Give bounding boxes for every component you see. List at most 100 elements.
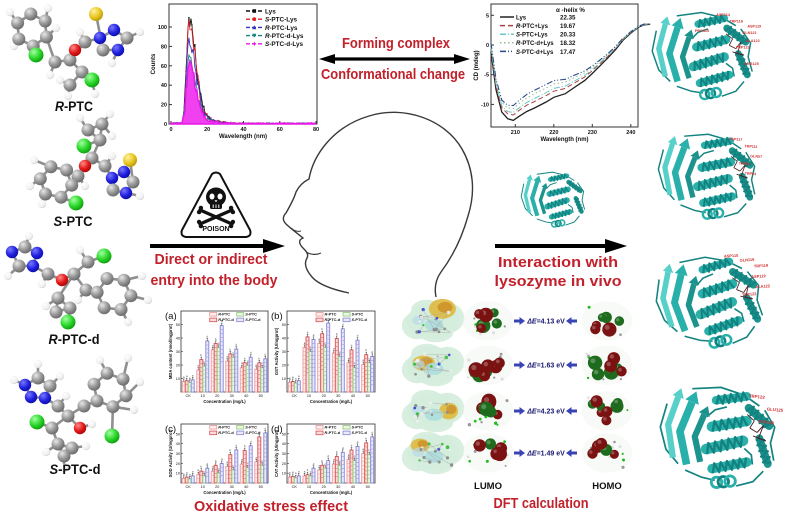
svg-text:a: a	[298, 374, 300, 378]
svg-text:b: b	[336, 332, 338, 336]
svg-text:ARG125: ARG125	[744, 62, 759, 66]
svg-text:20: 20	[322, 485, 326, 489]
svg-text:Lys: Lys	[516, 15, 527, 21]
svg-text:a: a	[289, 376, 291, 380]
svg-text:20: 20	[176, 364, 180, 368]
svg-text:b: b	[307, 330, 309, 334]
svg-text:a: a	[298, 469, 300, 473]
svg-text:c: c	[261, 361, 263, 365]
svg-text:50: 50	[282, 432, 286, 436]
svg-text:b: b	[215, 459, 217, 463]
svg-text:a: a	[295, 471, 297, 475]
svg-text:ALA122: ALA122	[755, 283, 771, 289]
svg-text:b: b	[336, 450, 338, 454]
svg-text:TRP123: TRP123	[742, 291, 758, 297]
svg-text:S-PTC: S-PTC	[352, 312, 364, 317]
svg-text:d: d	[264, 426, 266, 430]
svg-text:CAT Activity (U/mgprot): CAT Activity (U/mgprot)	[274, 429, 279, 477]
svg-text:5: 5	[486, 13, 489, 19]
svg-text:40: 40	[244, 485, 248, 489]
svg-text:10: 10	[176, 377, 180, 381]
svg-text:R-PTC-Lys: R-PTC-Lys	[265, 25, 298, 32]
svg-text:-10: -10	[481, 102, 489, 108]
svg-text:c: c	[247, 359, 249, 363]
svg-text:LUMO: LUMO	[474, 481, 502, 492]
svg-text:a: a	[292, 470, 294, 474]
svg-text:c: c	[203, 469, 205, 473]
svg-text:b: b	[365, 436, 367, 440]
svg-text:b: b	[351, 444, 353, 448]
svg-text:20: 20	[176, 462, 180, 466]
svg-text:MDA content (nmol/mgprot): MDA content (nmol/mgprot)	[168, 323, 173, 379]
svg-text:a: a	[362, 358, 364, 362]
svg-text:d: d	[206, 462, 208, 466]
svg-text:Conformational change: Conformational change	[321, 66, 465, 83]
svg-text:d: d	[342, 446, 344, 450]
svg-text:S-PTC-d: S-PTC-d	[245, 317, 261, 322]
svg-text:c: c	[339, 350, 341, 354]
svg-text:R-PTC: R-PTC	[55, 99, 93, 114]
svg-text:Lys: Lys	[265, 8, 276, 15]
svg-text:c: c	[324, 462, 326, 466]
svg-text:(b): (b)	[271, 311, 283, 322]
svg-text:30: 30	[230, 485, 234, 489]
svg-text:CK: CK	[186, 394, 192, 398]
svg-text:ΔE=1.49 eV: ΔE=1.49 eV	[526, 451, 565, 458]
svg-text:a: a	[189, 472, 191, 476]
svg-text:c: c	[368, 448, 370, 452]
svg-text:c: c	[218, 341, 220, 345]
svg-text:TRP122: TRP122	[749, 393, 766, 399]
svg-text:ASP115: ASP115	[724, 253, 740, 259]
svg-text:a: a	[192, 373, 194, 377]
svg-text:b: b	[258, 431, 260, 435]
svg-text:d: d	[342, 322, 344, 326]
svg-text:Wavelength (nm): Wavelength (nm)	[540, 137, 588, 143]
svg-text:a: a	[192, 469, 194, 473]
svg-text:19.67: 19.67	[560, 23, 576, 30]
svg-text:Concentration (mg/L): Concentration (mg/L)	[310, 399, 353, 404]
svg-text:R-PTC-d: R-PTC-d	[218, 430, 234, 435]
svg-text:ΔE=4.13 eV: ΔE=4.13 eV	[526, 319, 565, 326]
svg-text:20: 20	[204, 127, 210, 133]
svg-text:30: 30	[282, 452, 286, 456]
svg-text:0: 0	[486, 43, 489, 49]
svg-text:a: a	[197, 468, 199, 472]
svg-text:d: d	[357, 440, 359, 444]
svg-text:a: a	[333, 458, 335, 462]
svg-text:R-PTC-d: R-PTC-d	[218, 317, 234, 322]
svg-text:b: b	[258, 356, 260, 360]
svg-text:40: 40	[176, 442, 180, 446]
svg-text:17.47: 17.47	[560, 49, 576, 56]
svg-text:a: a	[183, 375, 185, 379]
svg-text:100: 100	[158, 25, 167, 31]
svg-text:a: a	[183, 472, 185, 476]
svg-text:10: 10	[176, 472, 180, 476]
svg-text:30: 30	[230, 394, 234, 398]
svg-text:b: b	[200, 465, 202, 469]
svg-text:20: 20	[322, 394, 326, 398]
svg-text:d: d	[235, 444, 237, 448]
svg-text:50: 50	[366, 485, 370, 489]
svg-text:TRP118: TRP118	[729, 19, 743, 23]
svg-text:210: 210	[511, 130, 520, 136]
svg-text:entry into the body: entry into the body	[151, 272, 279, 289]
svg-text:220: 220	[549, 130, 558, 136]
svg-text:0: 0	[169, 127, 172, 133]
svg-text:(c): (c)	[165, 424, 176, 435]
svg-text:c: c	[203, 360, 205, 364]
svg-text:lysozyme in vivo: lysozyme in vivo	[495, 273, 622, 290]
svg-text:40: 40	[351, 394, 355, 398]
svg-text:R-PTC: R-PTC	[325, 425, 337, 430]
svg-text:ASP119: ASP119	[751, 273, 767, 279]
svg-text:80: 80	[313, 127, 319, 133]
svg-text:40: 40	[244, 394, 248, 398]
svg-text:DFT calculation: DFT calculation	[494, 495, 589, 512]
svg-text:60: 60	[277, 127, 283, 133]
svg-text:a: a	[304, 341, 306, 345]
svg-text:S-PTC: S-PTC	[245, 312, 257, 317]
svg-text:d: d	[327, 317, 329, 321]
svg-text:ASP114: ASP114	[716, 13, 731, 17]
svg-text:d: d	[313, 333, 315, 337]
svg-text:(d): (d)	[271, 424, 283, 435]
svg-text:R-PTC-d: R-PTC-d	[49, 332, 100, 347]
